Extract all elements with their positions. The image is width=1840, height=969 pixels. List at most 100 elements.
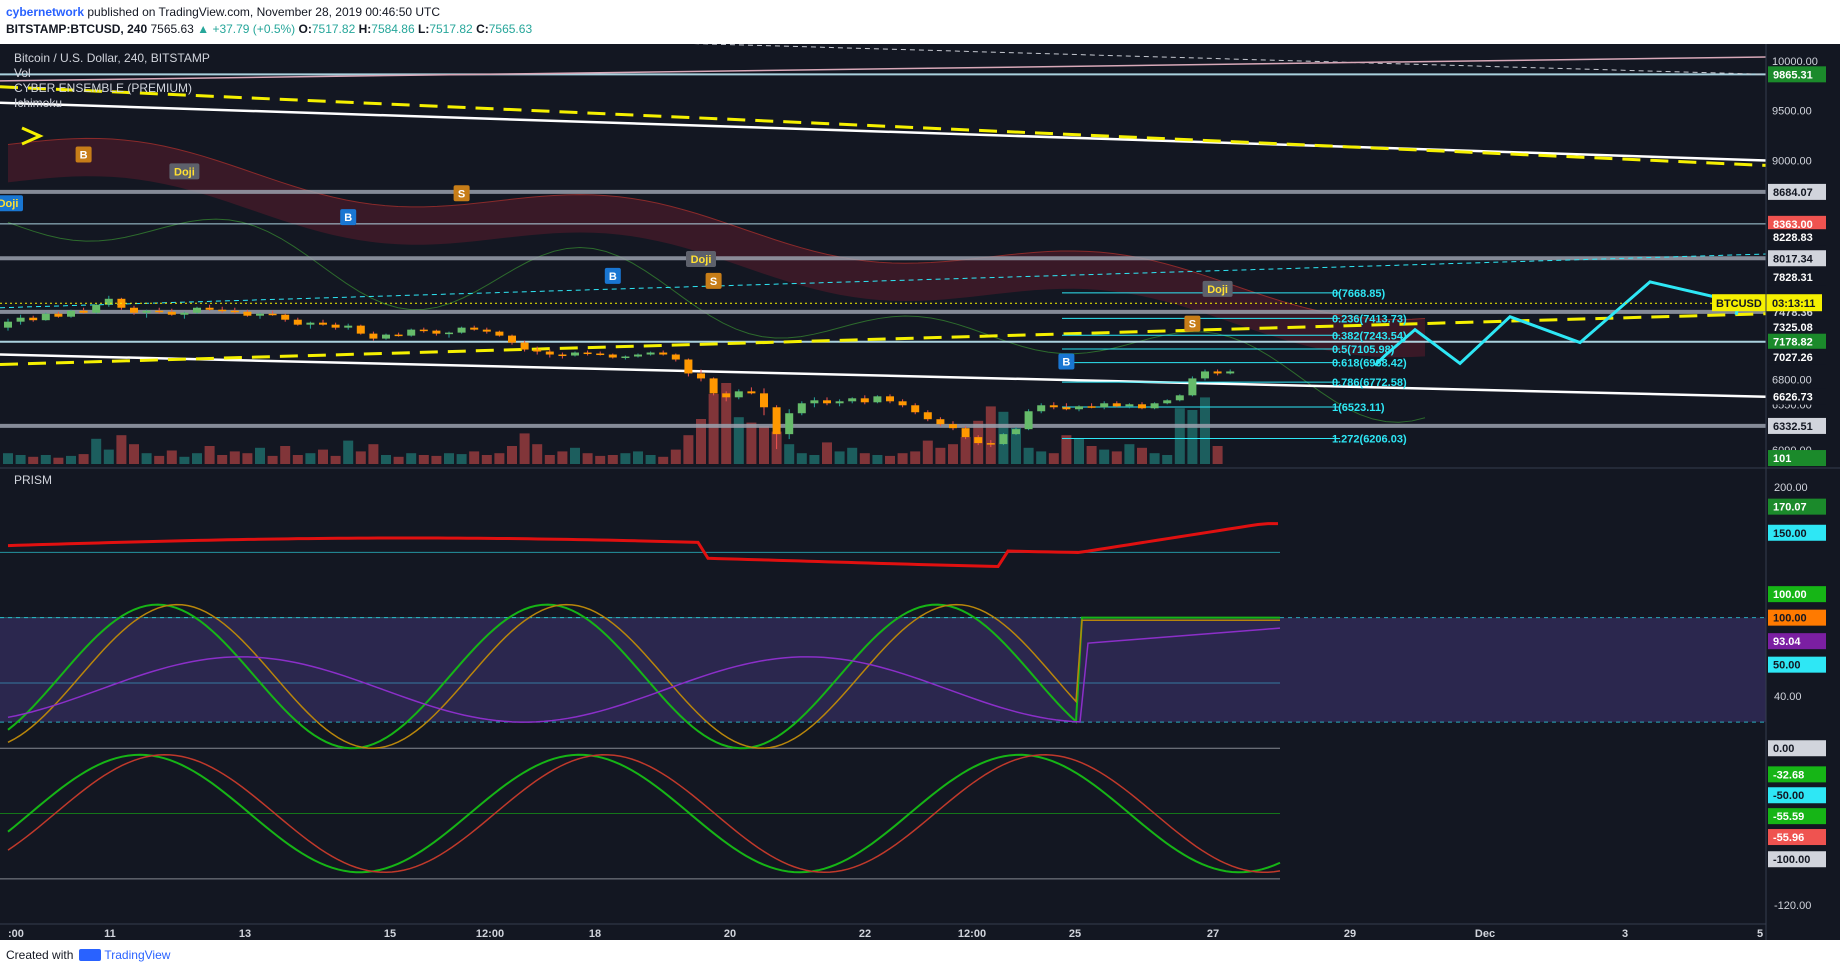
candle-body[interactable] xyxy=(986,443,995,445)
candle-body[interactable] xyxy=(1049,405,1058,408)
candle-body[interactable] xyxy=(634,354,642,357)
candle-body[interactable] xyxy=(1112,403,1121,407)
tradingview-logo[interactable]: TradingView xyxy=(79,948,170,962)
candle-body[interactable] xyxy=(1150,403,1159,409)
author-link[interactable]: cybernetwork xyxy=(6,5,85,19)
grey-dashed-trendline[interactable] xyxy=(640,44,1767,75)
candle-body[interactable] xyxy=(193,307,201,313)
signal-badge[interactable] xyxy=(453,185,470,202)
candle-body[interactable] xyxy=(306,322,315,325)
candle-body[interactable] xyxy=(1226,371,1235,374)
upper-channel-dashed[interactable] xyxy=(0,85,1767,167)
candle-body[interactable] xyxy=(457,327,466,333)
candle-body[interactable] xyxy=(256,313,264,316)
candle-body[interactable] xyxy=(886,396,894,402)
signal-badge[interactable] xyxy=(1184,315,1201,332)
candle-body[interactable] xyxy=(621,356,630,359)
candle-body[interactable] xyxy=(659,352,668,355)
candle-body[interactable] xyxy=(218,309,227,312)
pink-trendline[interactable] xyxy=(0,56,1767,82)
signal-badge[interactable] xyxy=(604,267,621,284)
candle-body[interactable] xyxy=(684,359,693,374)
candle-body[interactable] xyxy=(709,378,718,394)
candle-body[interactable] xyxy=(1188,378,1197,396)
candle-body[interactable] xyxy=(167,311,176,315)
candle-body[interactable] xyxy=(1087,406,1096,408)
candle-body[interactable] xyxy=(1075,406,1083,410)
candle-body[interactable] xyxy=(734,391,743,398)
candle-body[interactable] xyxy=(545,351,554,355)
candle-body[interactable] xyxy=(319,322,327,325)
candle-body[interactable] xyxy=(445,332,453,335)
candle-body[interactable] xyxy=(230,310,239,313)
candle-body[interactable] xyxy=(1138,404,1146,409)
candle-body[interactable] xyxy=(835,401,844,404)
candle-body[interactable] xyxy=(1125,404,1134,407)
candle-body[interactable] xyxy=(1024,411,1033,430)
candle-body[interactable] xyxy=(142,310,151,313)
candle-body[interactable] xyxy=(936,419,945,425)
candle-body[interactable] xyxy=(571,352,579,356)
candle-body[interactable] xyxy=(369,333,378,339)
projected-path[interactable] xyxy=(1373,280,1741,367)
candle-body[interactable] xyxy=(104,298,113,305)
candle-body[interactable] xyxy=(911,405,920,413)
lower-channel-dashed[interactable] xyxy=(0,312,1767,366)
candle-body[interactable] xyxy=(407,329,416,336)
candle-body[interactable] xyxy=(344,325,353,328)
candle-body[interactable] xyxy=(16,317,25,322)
candle-body[interactable] xyxy=(722,393,731,398)
candle-body[interactable] xyxy=(268,313,277,316)
candle-body[interactable] xyxy=(923,412,932,420)
candle-body[interactable] xyxy=(29,317,38,321)
candle-body[interactable] xyxy=(432,330,441,334)
candle-body[interactable] xyxy=(331,324,340,328)
signal-badge[interactable] xyxy=(75,146,92,163)
candle-body[interactable] xyxy=(482,329,491,332)
candle-body[interactable] xyxy=(180,312,189,315)
candle-body[interactable] xyxy=(823,400,831,404)
candle-body[interactable] xyxy=(596,353,605,356)
candle-body[interactable] xyxy=(999,434,1008,445)
candle-body[interactable] xyxy=(1163,400,1172,404)
candle-body[interactable] xyxy=(873,396,882,403)
candle-body[interactable] xyxy=(243,311,252,316)
candle-body[interactable] xyxy=(520,342,529,350)
candle-body[interactable] xyxy=(495,331,504,336)
candle-body[interactable] xyxy=(898,401,907,406)
candle-body[interactable] xyxy=(646,352,655,355)
candle-body[interactable] xyxy=(772,407,781,435)
candle-body[interactable] xyxy=(797,403,806,414)
candle-body[interactable] xyxy=(293,319,302,325)
signal-badge[interactable] xyxy=(1202,280,1233,297)
candle-body[interactable] xyxy=(785,413,794,435)
candle-body[interactable] xyxy=(1037,405,1046,412)
candle-body[interactable] xyxy=(760,393,768,408)
candle-body[interactable] xyxy=(79,310,88,313)
candle-body[interactable] xyxy=(533,349,542,352)
candle-body[interactable] xyxy=(697,373,705,379)
candle-body[interactable] xyxy=(356,325,365,334)
candle-body[interactable] xyxy=(281,314,290,320)
candle-body[interactable] xyxy=(949,424,957,429)
candle-body[interactable] xyxy=(961,428,970,438)
candle-body[interactable] xyxy=(1012,429,1020,435)
candle-body[interactable] xyxy=(130,307,138,313)
candle-body[interactable] xyxy=(974,437,983,444)
candle-body[interactable] xyxy=(67,310,75,317)
candle-body[interactable] xyxy=(382,334,390,339)
cyan-dashed-trendline[interactable] xyxy=(0,253,1767,309)
candle-body[interactable] xyxy=(747,391,756,394)
candle-body[interactable] xyxy=(1062,407,1071,410)
candle-body[interactable] xyxy=(205,307,214,310)
candle-body[interactable] xyxy=(1175,395,1184,401)
candle-body[interactable] xyxy=(608,354,617,358)
candle-body[interactable] xyxy=(671,354,680,360)
candle-body[interactable] xyxy=(860,398,869,403)
chart-svg[interactable]: 0(7668.85) 0.236(7413.73) 0.382(7243.54) 0.… xyxy=(0,44,1840,940)
candle-body[interactable] xyxy=(558,354,567,357)
signal-badge[interactable] xyxy=(1058,353,1075,370)
signal-badge[interactable] xyxy=(0,195,23,212)
candle-body[interactable] xyxy=(92,304,101,313)
chart-container[interactable]: 0(7668.85) 0.236(7413.73) 0.382(7243.54) 0.… xyxy=(0,44,1840,940)
